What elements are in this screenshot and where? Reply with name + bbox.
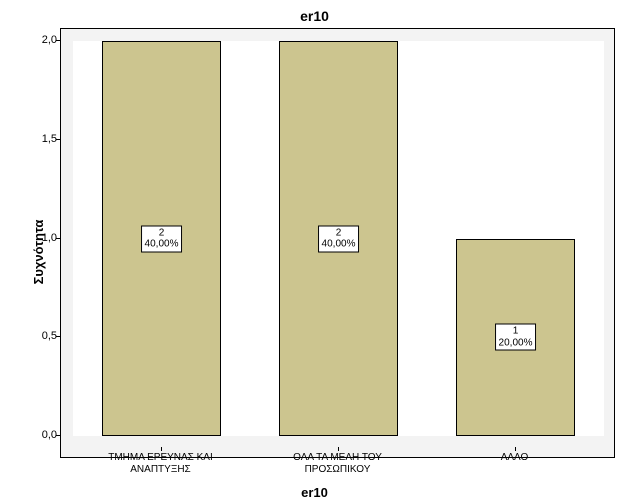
y-tick-label: 1,0 [27, 232, 57, 244]
bar-value-label: 240,00% [318, 225, 360, 252]
x-tick-mark [161, 447, 162, 451]
x-axis-label: er10 [0, 485, 629, 500]
y-tick-mark [56, 40, 60, 41]
y-axis-label: Συχνότητα [31, 220, 46, 285]
x-tick-mark [515, 447, 516, 451]
y-tick-label: 0,5 [27, 330, 57, 342]
bar-value-label: 120,00% [495, 324, 537, 351]
x-category-label: ΤΜΗΜΑ ΕΡΕΥΝΑΣ ΚΑΙΑΝΑΠΤΥΞΗΣ [72, 452, 249, 475]
x-category-label: ΟΛΑ ΤΑ ΜΕΛΗ ΤΟΥΠΡΟΣΩΠΙΚΟΥ [249, 452, 426, 475]
x-tick-mark [338, 447, 339, 451]
y-tick-label: 0,0 [27, 429, 57, 441]
x-category-label: ΑΛΛΟ [426, 452, 603, 464]
chart-container: er10 Συχνότητα 240,00% 240,00% 120,00% 0,0… [0, 0, 629, 504]
plot-area-outer: 240,00% 240,00% 120,00% [60, 28, 615, 458]
chart-title: er10 [0, 8, 629, 24]
y-tick-label: 1,5 [27, 133, 57, 145]
y-tick-mark [56, 336, 60, 337]
y-tick-label: 2,0 [27, 34, 57, 46]
bar-value-label: 240,00% [141, 225, 183, 252]
plot-area-inner: 240,00% 240,00% 120,00% [73, 41, 604, 436]
y-tick-mark [56, 238, 60, 239]
y-tick-mark [56, 139, 60, 140]
y-tick-mark [56, 435, 60, 436]
